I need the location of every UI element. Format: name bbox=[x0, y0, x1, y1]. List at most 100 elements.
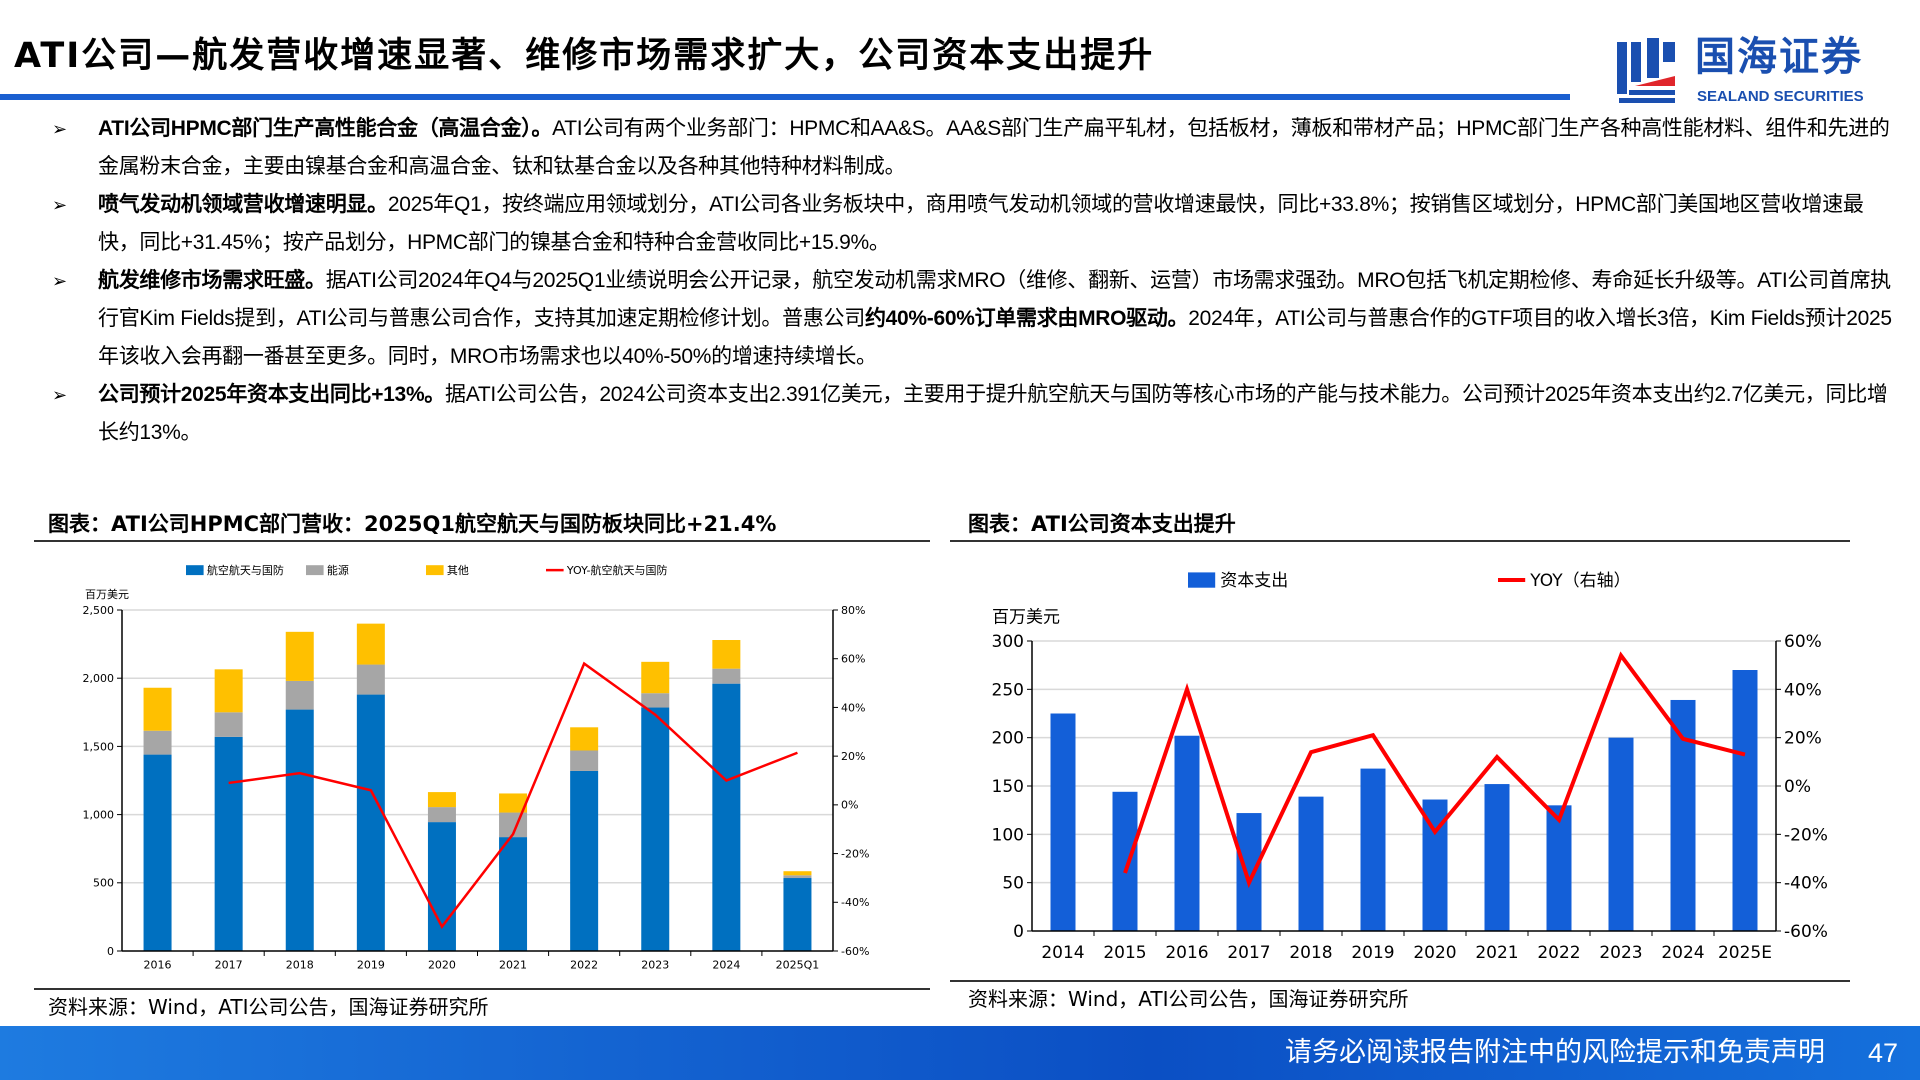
bar-2 bbox=[783, 871, 812, 876]
arrow-bullet-icon: ➢ bbox=[52, 385, 67, 405]
divider bbox=[950, 540, 1850, 542]
y2-tick-label: 80% bbox=[841, 604, 865, 617]
bar-0 bbox=[1484, 784, 1510, 931]
bullet-emphasis: 约40%-60%订单需求由MRO驱动。 bbox=[864, 307, 1189, 330]
y-tick-label: 150 bbox=[992, 777, 1024, 797]
bar-2 bbox=[214, 669, 243, 713]
x-tick-label: 2016 bbox=[1165, 943, 1208, 963]
bar-2 bbox=[427, 792, 456, 808]
x-tick-label: 2020 bbox=[1413, 943, 1456, 963]
y-tick-label: 50 bbox=[1002, 874, 1024, 894]
x-tick-label: 2021 bbox=[1475, 943, 1518, 963]
bar-1 bbox=[570, 750, 599, 771]
logo-text-en: SEALAND SECURITIES bbox=[1697, 88, 1864, 105]
bar-2 bbox=[641, 661, 670, 694]
x-tick-label: 2024 bbox=[712, 959, 740, 972]
bar-2 bbox=[143, 687, 172, 731]
bullet-list: ➢ ATI公司HPMC部门生产高性能合金（高温合金）。ATI公司有两个业务部门：H… bbox=[52, 110, 1902, 452]
divider bbox=[950, 980, 1850, 982]
page-number: 47 bbox=[1867, 1038, 1898, 1068]
capex-chart: 0 50 100 150 200 250 300 -60% -40% -20% 0% 20% 40% 60… bbox=[992, 571, 1828, 963]
x-tick-label: 2019 bbox=[1351, 943, 1394, 963]
legend-label: 能源 bbox=[327, 563, 349, 577]
bullet-heading: 公司预计2025年资本支出同比+13%。 bbox=[98, 383, 446, 406]
bar-2 bbox=[285, 631, 314, 681]
sealand-logo-icon bbox=[1617, 38, 1675, 103]
x-tick-label: 2015 bbox=[1103, 943, 1146, 963]
y-tick-label: 1,500 bbox=[83, 740, 115, 753]
y2-tick-label: -60% bbox=[841, 945, 869, 958]
divider bbox=[34, 540, 930, 542]
bar-0 bbox=[641, 707, 670, 951]
arrow-bullet-icon: ➢ bbox=[52, 271, 67, 291]
bar-0 bbox=[214, 736, 243, 951]
page-title: ATI公司—航发营收增速显著、维修市场需求扩大，公司资本支出提升 bbox=[14, 36, 1155, 76]
y2-tick-label: -40% bbox=[1784, 874, 1828, 894]
y-axis-unit: 百万美元 bbox=[992, 607, 1060, 627]
bar-0 bbox=[1174, 735, 1200, 931]
legend-label: YOY（右轴） bbox=[1529, 571, 1630, 591]
bullet-text: 据ATI公司2024年Q4与2025Q1业绩说明会公开记录，航空发动机需求MRO… bbox=[98, 269, 1891, 330]
y2-tick-label: -40% bbox=[841, 896, 869, 909]
x-tick-label: 2022 bbox=[570, 959, 598, 972]
y2-tick-label: 40% bbox=[1784, 680, 1822, 700]
bar-0 bbox=[570, 770, 599, 951]
x-tick-label: 2014 bbox=[1041, 943, 1084, 963]
legend-label: 航空航天与国防 bbox=[207, 563, 284, 577]
bullet-heading: ATI公司HPMC部门生产高性能合金（高温合金）。 bbox=[98, 117, 553, 140]
bar-0 bbox=[1546, 805, 1572, 931]
bullet-text: 2024年，ATI公司与普惠合作的GTF项目的收入增长3倍，Kim Fields… bbox=[98, 307, 1892, 368]
bar-2 bbox=[712, 640, 741, 669]
x-tick-label: 2018 bbox=[286, 959, 314, 972]
y2-tick-label: 20% bbox=[1784, 729, 1822, 749]
legend-label: 资本支出 bbox=[1220, 571, 1288, 591]
legend-swatch bbox=[1188, 572, 1216, 588]
bar-1 bbox=[356, 664, 385, 695]
left-chart-title: 图表：ATI公司HPMC部门营收：2025Q1航空航天与国防板块同比+21.4% bbox=[48, 512, 777, 536]
bar-0 bbox=[143, 754, 172, 951]
bar-0 bbox=[499, 837, 528, 951]
bar-1 bbox=[641, 693, 670, 708]
yoy-line bbox=[1123, 651, 1746, 889]
bullet-text: 据ATI公司公告，2024公司资本支出2.391亿美元，主要用于提升航空航天与国… bbox=[98, 383, 1888, 444]
legend-label: 其他 bbox=[447, 564, 469, 577]
bar-0 bbox=[1732, 670, 1758, 931]
x-tick-label: 2016 bbox=[144, 959, 172, 972]
bar-1 bbox=[214, 712, 243, 737]
bullet-text: ATI公司有两个业务部门：HPMC和AA&S。AA&S部门生产扁平轧材，包括板材… bbox=[98, 117, 1890, 178]
bar-1 bbox=[143, 730, 172, 755]
bullet-item: ➢ 喷气发动机领域营收增速明显。2025年Q1，按终端应用领域划分，ATI公司各业… bbox=[52, 186, 1902, 262]
y2-tick-label: 0% bbox=[841, 799, 858, 812]
y-tick-label: 250 bbox=[992, 680, 1024, 700]
x-tick-label: 2020 bbox=[428, 959, 456, 972]
x-tick-label: 2025E bbox=[1718, 943, 1772, 963]
bar-0 bbox=[1050, 713, 1076, 931]
bar-1 bbox=[285, 680, 314, 710]
bar-1 bbox=[783, 875, 812, 879]
bar-0 bbox=[356, 694, 385, 951]
bar-1 bbox=[712, 668, 741, 684]
legend-swatch bbox=[426, 565, 444, 576]
bullet-item: ➢ 航发维修市场需求旺盛。据ATI公司2024年Q4与2025Q1业绩说明会公开记… bbox=[52, 262, 1902, 376]
y-tick-label: 0 bbox=[107, 945, 114, 958]
bullet-item: ➢ ATI公司HPMC部门生产高性能合金（高温合金）。ATI公司有两个业务部门：H… bbox=[52, 110, 1902, 186]
bar-0 bbox=[1236, 813, 1262, 931]
y-tick-label: 300 bbox=[992, 632, 1024, 652]
y2-tick-label: 60% bbox=[841, 653, 865, 666]
bar-2 bbox=[356, 623, 385, 665]
company-logo: 国海证券 SEALAND SECURITIES bbox=[1615, 34, 1905, 108]
bullet-item: ➢ 公司预计2025年资本支出同比+13%。据ATI公司公告，2024公司资本支出… bbox=[52, 376, 1902, 452]
y-tick-label: 1,000 bbox=[83, 808, 115, 821]
disclaimer-text: 请务必阅读报告附注中的风险提示和免责声明 bbox=[1285, 1037, 1825, 1068]
y2-tick-label: -20% bbox=[841, 847, 869, 860]
arrow-bullet-icon: ➢ bbox=[52, 195, 67, 215]
x-tick-label: 2019 bbox=[357, 959, 385, 972]
y2-tick-label: 20% bbox=[841, 750, 865, 763]
bar-0 bbox=[1298, 796, 1324, 931]
bar-0 bbox=[1112, 791, 1138, 931]
bar-1 bbox=[427, 807, 456, 823]
x-tick-label: 2025Q1 bbox=[776, 959, 820, 972]
footer-bar: 请务必阅读报告附注中的风险提示和免责声明 47 bbox=[0, 1026, 1920, 1080]
legend-label: YOY-航空航天与国防 bbox=[566, 563, 668, 577]
y2-tick-label: -20% bbox=[1784, 825, 1828, 845]
